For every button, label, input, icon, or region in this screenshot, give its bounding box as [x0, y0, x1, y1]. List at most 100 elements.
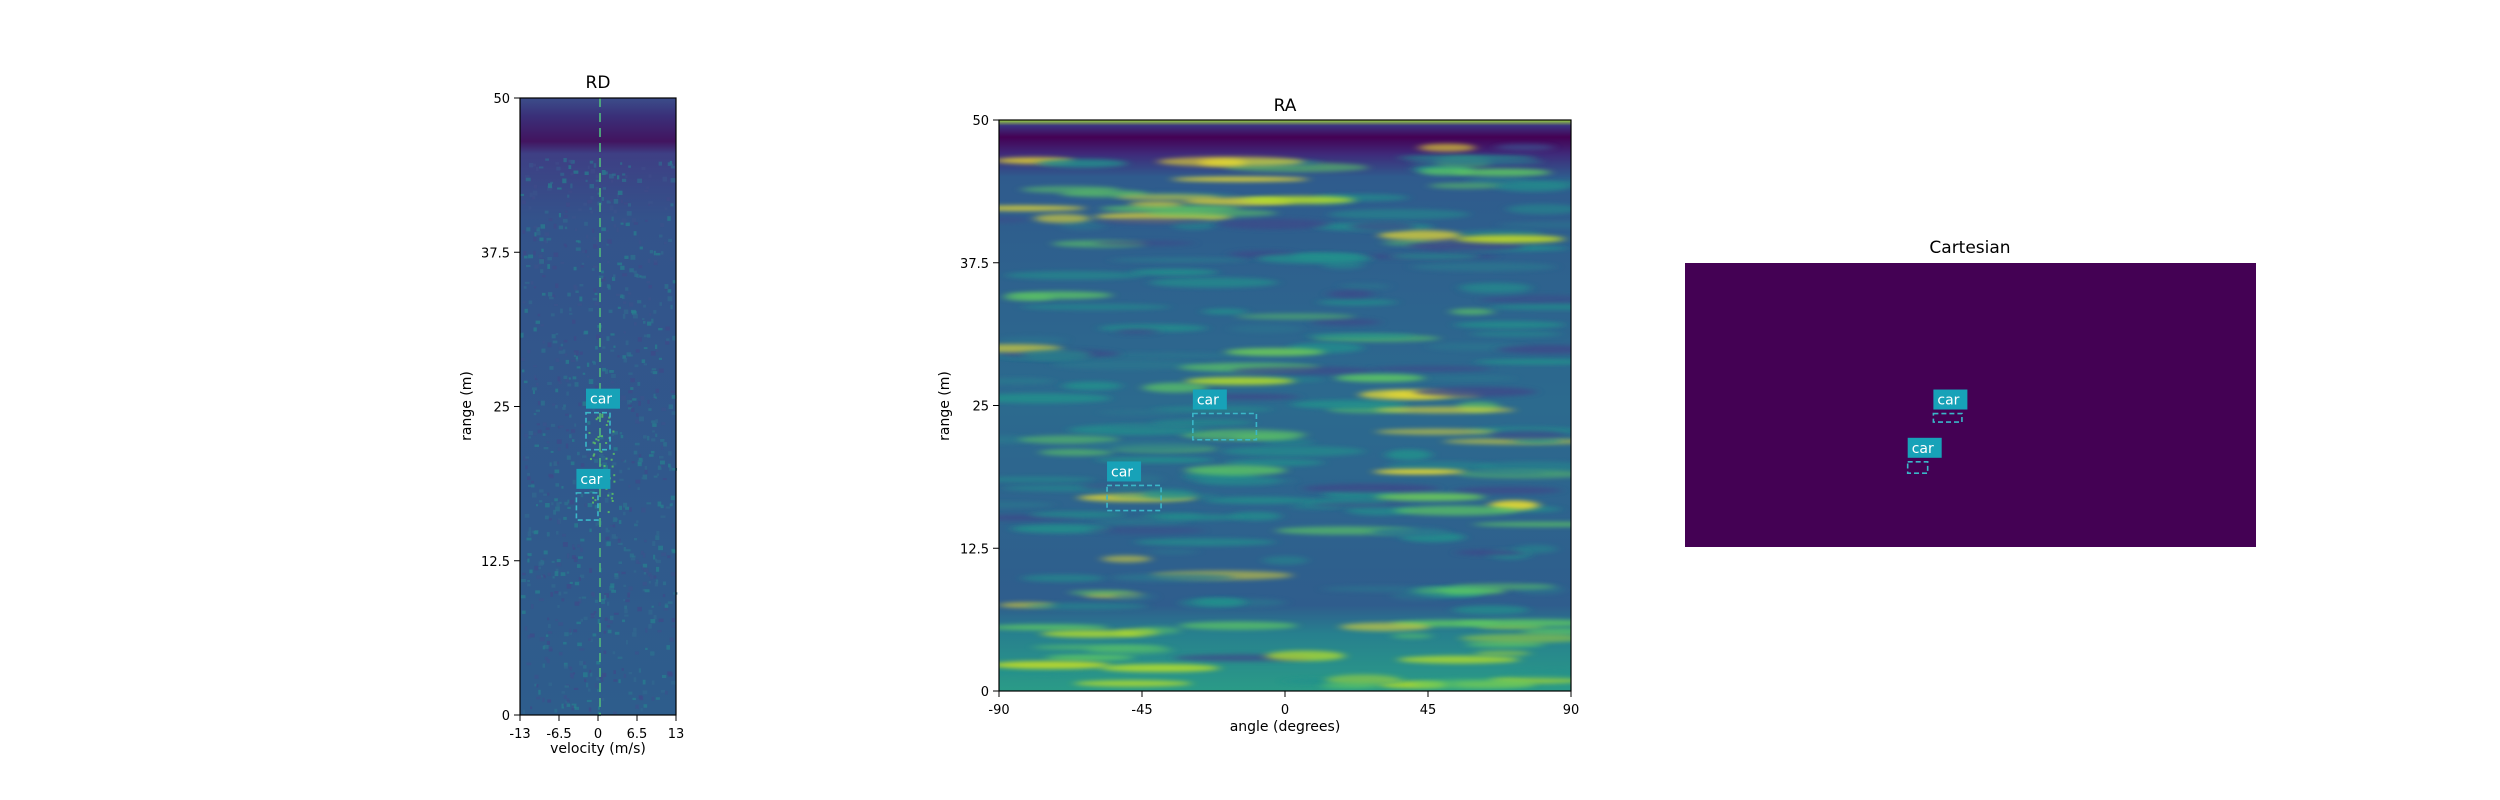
- rd-noise-speck: [534, 264, 539, 269]
- rd-noise-speck: [536, 575, 542, 579]
- rd-noise-speck: [655, 349, 659, 352]
- rd-noise-speck: [652, 541, 656, 547]
- rd-noise-speck: [558, 381, 562, 385]
- ra-streak: [1453, 321, 1566, 329]
- ra-title: RA: [1274, 96, 1297, 116]
- rd-noise-speck: [646, 186, 650, 189]
- rd-noise-speck: [532, 190, 538, 196]
- rd-car-label-bg: [576, 468, 611, 489]
- rd-noise-speck: [563, 641, 567, 645]
- ra-y-tick-label: 25: [972, 400, 989, 415]
- rd-noise-speck: [648, 201, 653, 204]
- rd-noise-speck: [647, 572, 652, 577]
- rd-noise-speck: [560, 343, 564, 347]
- rd-noise-speck: [548, 624, 551, 629]
- ra-streak: [1171, 176, 1309, 182]
- rd-noise-speck: [658, 161, 662, 166]
- rd-noise-speck: [670, 304, 673, 310]
- rd-noise-speck: [642, 690, 648, 695]
- rd-noise-speck: [535, 409, 541, 412]
- ra-y-tick-label: 50: [972, 114, 989, 129]
- rd-noise-speck: [546, 441, 550, 444]
- rd-noise-speck: [592, 408, 595, 412]
- rd-noise-speck: [653, 615, 657, 620]
- rd-noise-speck: [638, 457, 642, 462]
- rd-noise-speck: [547, 617, 550, 621]
- rd-noise-speck: [622, 178, 627, 182]
- rd-noise-speck: [650, 351, 656, 356]
- rd-noise-speck: [648, 624, 652, 629]
- rd-target-speck: [611, 500, 614, 503]
- ra-bright-streak: [1100, 664, 1220, 672]
- ra-streak: [1092, 218, 1212, 225]
- rd-noise-speck: [644, 189, 649, 193]
- rd-noise-speck: [544, 656, 549, 661]
- rd-noise-speck: [630, 558, 636, 561]
- rd-x-ticks: -13 -6.5 0 6.5 13: [509, 715, 684, 742]
- rd-noise-speck: [573, 547, 576, 550]
- rd-noise-speck: [536, 696, 541, 700]
- rd-target-speck: [607, 494, 610, 497]
- rd-noise-speck: [621, 218, 627, 223]
- rd-noise-speck: [648, 297, 652, 301]
- rd-noise-speck: [550, 592, 554, 597]
- rd-noise-speck: [587, 453, 590, 458]
- rd-noise-speck: [531, 492, 537, 498]
- ra-x-tick-label: -90: [988, 703, 1009, 718]
- ra-streak: [1004, 271, 1145, 280]
- rd-noise-speck: [661, 552, 667, 557]
- rd-noise-speck: [639, 275, 642, 278]
- ra-streak: [999, 501, 1055, 508]
- rd-noise-speck: [539, 598, 544, 602]
- ra-streak: [1422, 375, 1517, 382]
- rd-noise-speck: [661, 422, 666, 426]
- rd-noise-speck: [619, 542, 623, 546]
- rd-noise-speck: [553, 461, 558, 467]
- rd-noise-speck: [580, 618, 584, 622]
- ra-streak: [999, 393, 1112, 404]
- rd-noise-speck: [589, 528, 592, 532]
- rd-noise-speck: [611, 373, 616, 379]
- rd-noise-speck: [659, 302, 663, 306]
- rd-noise-speck: [597, 706, 600, 710]
- rd-target-speck: [588, 431, 591, 434]
- rd-noise-speck: [583, 616, 588, 621]
- ra-streak: [1021, 349, 1092, 361]
- rd-noise-speck: [666, 338, 670, 342]
- rd-noise-speck: [520, 193, 525, 197]
- rd-noise-speck: [610, 333, 615, 336]
- rd-noise-speck: [521, 332, 524, 338]
- rd-noise-speck: [539, 237, 544, 242]
- rd-noise-speck: [617, 538, 621, 543]
- rd-noise-speck: [643, 704, 648, 708]
- rd-noise-speck: [610, 583, 615, 588]
- rd-noise-speck: [672, 280, 676, 284]
- rd-noise-speck: [662, 594, 666, 598]
- rd-noise-speck: [623, 546, 626, 552]
- rd-noise-speck: [623, 309, 629, 314]
- rd-noise-speck: [565, 377, 569, 383]
- rd-noise-speck: [623, 599, 626, 602]
- rd-noise-speck: [609, 198, 613, 202]
- rd-noise-speck: [617, 355, 620, 358]
- rd-noise-speck: [580, 463, 585, 467]
- rd-noise-speck: [670, 163, 674, 169]
- ra-streak: [1412, 679, 1535, 690]
- rd-noise-speck: [637, 487, 640, 491]
- rd-noise-speck: [550, 450, 554, 453]
- rd-noise-speck: [616, 227, 619, 233]
- rd-noise-speck: [580, 265, 584, 268]
- rd-noise-speck: [601, 227, 606, 232]
- rd-noise-speck: [563, 243, 567, 246]
- ra-streak: [999, 205, 1086, 212]
- rd-noise-speck: [576, 451, 580, 456]
- ra-streak: [1116, 194, 1220, 201]
- rd-noise-speck: [643, 347, 648, 350]
- rd-noise-speck: [613, 670, 616, 675]
- rd-noise-speck: [641, 566, 644, 571]
- rd-noise-speck: [658, 368, 664, 373]
- rd-noise-speck: [629, 507, 632, 512]
- rd-y-tick-label: 25: [493, 401, 510, 416]
- rd-noise-speck: [632, 632, 637, 637]
- rd-noise-speck: [670, 502, 673, 506]
